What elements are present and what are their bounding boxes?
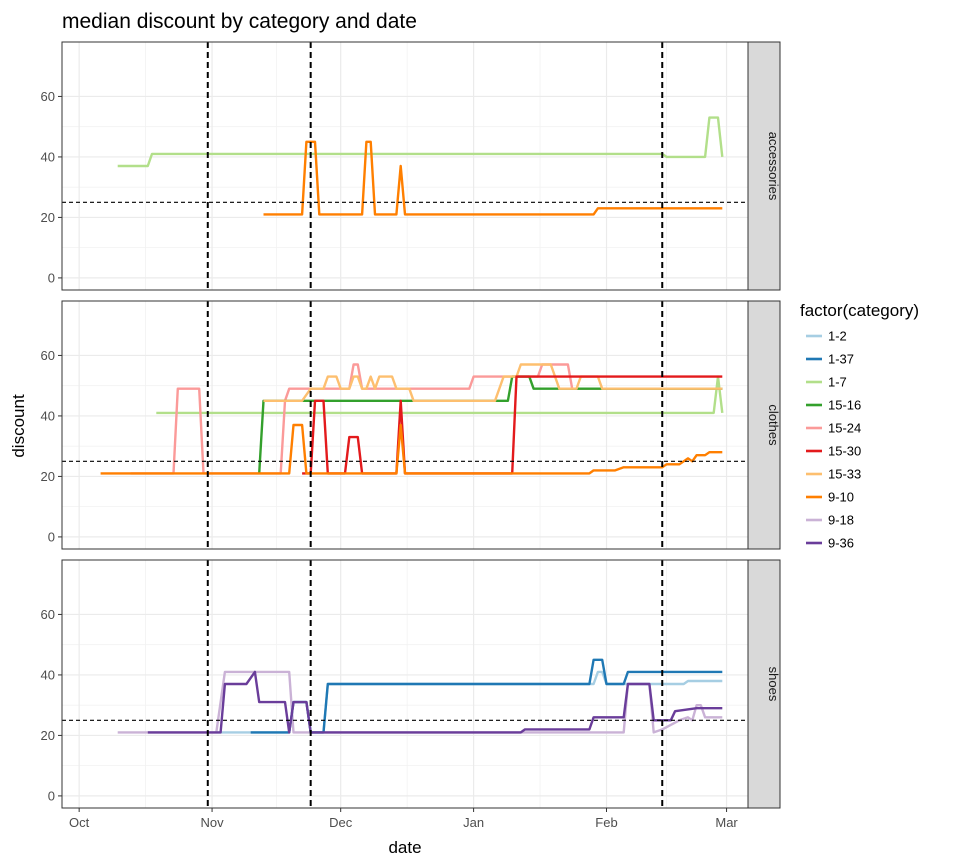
y-tick-label: 0 <box>48 270 55 285</box>
x-axis: Oct Nov Dec Jan Feb Mar <box>69 808 738 830</box>
legend-item-9-36: 9-36 <box>806 536 854 551</box>
facet-panel-accessories: 0 20 40 60 accessories <box>41 41 781 291</box>
legend-title: factor(category) <box>800 301 919 320</box>
y-tick-label: 60 <box>41 89 55 104</box>
facet-strip <box>747 559 781 809</box>
legend-label: 15-30 <box>828 444 861 459</box>
chart-title: median discount by category and date <box>62 10 417 33</box>
facet-panels: 0 20 40 60 accessories 0 20 40 60 clothes 0 20 40 60 s… <box>41 41 781 809</box>
legend-item-15-33: 15-33 <box>806 467 861 482</box>
legend-label: 9-36 <box>828 536 854 551</box>
y-tick-label: 20 <box>41 728 55 743</box>
y-tick-label: 40 <box>41 408 55 423</box>
facet-label: clothes <box>766 404 781 446</box>
series-line-1-7 <box>156 375 724 415</box>
y-tick-label: 40 <box>41 667 55 682</box>
x-axis-title: date <box>388 838 421 857</box>
y-tick-label: 40 <box>41 149 55 164</box>
legend-label: 1-7 <box>828 375 847 390</box>
y-tick-label: 60 <box>41 607 55 622</box>
series-line-9-10 <box>263 140 723 216</box>
series-line-1-7 <box>117 116 724 168</box>
legend-item-9-18: 9-18 <box>806 513 854 528</box>
series-line-9-10 <box>100 423 723 475</box>
panel-background <box>62 301 748 549</box>
legend-item-1-37: 1-37 <box>806 352 854 367</box>
x-tick-label: Dec <box>329 815 353 830</box>
y-tick-label: 60 <box>41 348 55 363</box>
legend-item-15-30: 15-30 <box>806 444 861 459</box>
facet-panel-clothes: 0 20 40 60 clothes <box>41 300 781 550</box>
facet-strip <box>747 300 781 550</box>
x-tick-label: Mar <box>715 815 738 830</box>
legend-label: 1-37 <box>828 352 854 367</box>
legend-item-1-2: 1-2 <box>806 329 847 344</box>
legend-label: 15-33 <box>828 467 861 482</box>
y-tick-label: 20 <box>41 210 55 225</box>
x-tick-label: Feb <box>595 815 617 830</box>
y-axis-title: discount <box>9 394 28 458</box>
legend-item-15-24: 15-24 <box>806 421 861 436</box>
facet-strip <box>747 41 781 291</box>
legend-label: 1-2 <box>828 329 847 344</box>
legend-label: 15-16 <box>828 398 861 413</box>
legend-item-9-10: 9-10 <box>806 490 854 505</box>
series-line-15-33 <box>263 363 723 402</box>
series-line-9-18 <box>117 670 723 734</box>
y-tick-label: 0 <box>48 788 55 803</box>
y-tick-label: 0 <box>48 529 55 544</box>
x-tick-label: Nov <box>201 815 225 830</box>
x-tick-label: Jan <box>463 815 484 830</box>
legend-label: 9-10 <box>828 490 854 505</box>
facet-label: accessories <box>766 132 781 201</box>
facet-label: shoes <box>766 667 781 702</box>
x-tick-label: Oct <box>69 815 90 830</box>
legend-label: 9-18 <box>828 513 854 528</box>
y-tick-label: 20 <box>41 469 55 484</box>
legend-item-15-16: 15-16 <box>806 398 861 413</box>
panel-background <box>62 42 748 290</box>
legend-item-1-7: 1-7 <box>806 375 847 390</box>
legend-label: 15-24 <box>828 421 861 436</box>
facet-panel-shoes: 0 20 40 60 shoes <box>41 559 781 809</box>
legend: 1-2 1-37 1-7 15-16 15-24 15-30 15-33 9-10 9-18 9-… <box>806 329 861 551</box>
